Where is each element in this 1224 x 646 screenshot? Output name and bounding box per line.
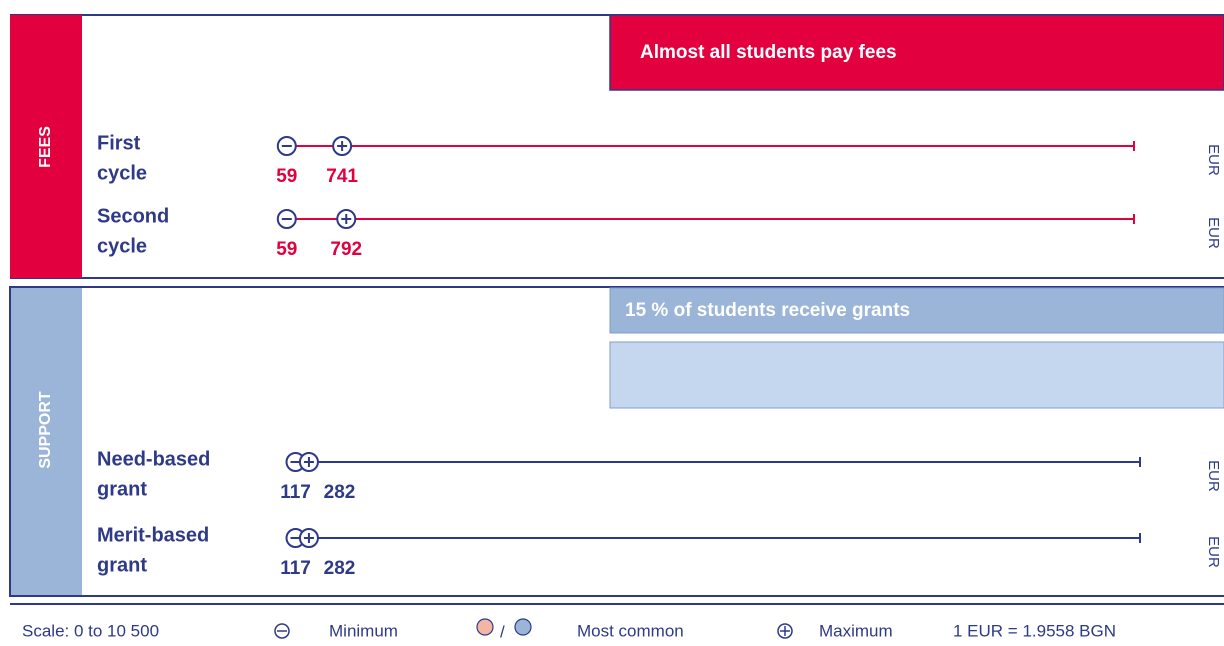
legend: Scale: 0 to 10 500 Minimum / Most common… [22,618,1116,641]
legend-icon [514,618,532,636]
row-label: cycle [97,235,147,257]
support-bar [11,288,82,595]
row-label: Second [97,205,169,227]
legend-icon [476,618,494,636]
unit-label: EUR [1205,536,1222,568]
max-label: 792 [330,239,362,260]
row-label: cycle [97,162,147,184]
legend-icon [274,623,290,639]
banner-text: Almost all students pay fees [640,42,897,63]
row-label: Merit-based [97,524,209,546]
unit-label: EUR [1205,217,1222,249]
section-label: FEES [37,126,54,168]
legend-text: 1 EUR = 1.9558 BGN [953,621,1116,640]
unit-label: EUR [1205,144,1222,176]
support-box [609,341,1224,409]
max-label: 282 [324,482,356,503]
row-label: First [97,132,141,154]
legend-text: Most common [577,621,684,640]
support-banner [609,287,1224,334]
fees-banner [609,14,1224,91]
section-label: SUPPORT [37,391,54,469]
legend-icon [777,623,793,639]
row-label: Need-based [97,448,210,470]
row-label: grant [97,478,147,500]
fees-bar [10,15,82,278]
legend-text: / [500,622,505,641]
min-label: 59 [276,239,297,260]
legend-text: Scale: 0 to 10 500 [22,621,159,640]
min-label: 59 [276,166,297,187]
banner-text: 15 % of students receive grants [625,300,910,321]
unit-label: EUR [1205,460,1222,492]
max-label: 741 [326,166,358,187]
row-label: grant [97,554,147,576]
min-label: 117 [280,482,311,503]
legend-text: Maximum [819,621,893,640]
border [9,286,1224,597]
legend-text: Minimum [329,621,398,640]
max-label: 282 [324,558,356,579]
min-label: 117 [280,558,311,579]
